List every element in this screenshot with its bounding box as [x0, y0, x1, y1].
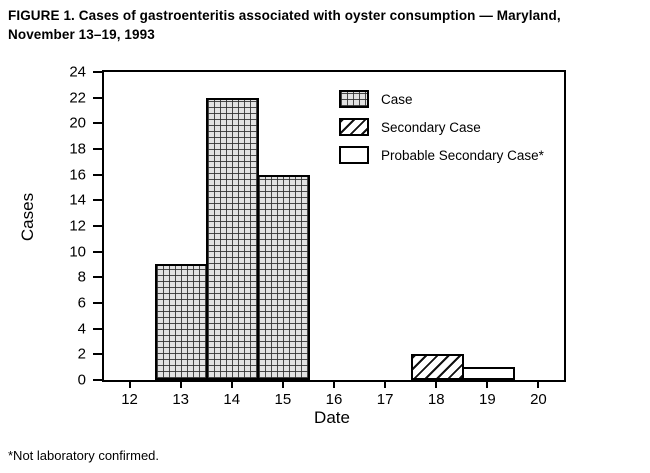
y-tick-label: 20 [69, 114, 86, 132]
x-tick-label: 17 [376, 391, 394, 408]
x-tick-label: 19 [478, 391, 496, 408]
x-tick-label: 12 [121, 391, 138, 408]
y-tick-label: 22 [69, 89, 86, 107]
x-tick-label: 15 [274, 391, 292, 408]
figure-title: FIGURE 1. Cases of gastroenteritis assoc… [8, 8, 561, 42]
y-tick-mark [93, 71, 104, 73]
legend-item: Case [339, 90, 544, 108]
x-tick-mark [281, 380, 284, 388]
y-axis-title: Cases [18, 192, 37, 242]
y-tick-mark [93, 276, 104, 279]
y-tick-label: 0 [77, 371, 86, 389]
x-tick-mark [128, 380, 131, 388]
crosshatch-swatch-icon [339, 90, 369, 108]
y-tick-label: 24 [69, 63, 86, 81]
x-tick-mark [384, 380, 387, 388]
bar-15 [257, 175, 311, 380]
y-tick-mark [93, 379, 104, 381]
x-tick-mark [179, 380, 182, 388]
y-tick-mark [93, 122, 104, 125]
y-tick-mark [93, 225, 104, 227]
x-axis-title: Date [314, 408, 350, 427]
y-tick-label: 14 [69, 191, 86, 209]
legend-label: Probable Secondary Case* [381, 147, 544, 163]
y-tick-label: 8 [77, 268, 86, 286]
y-tick-mark [93, 327, 104, 330]
y-tick-label: 18 [69, 140, 86, 158]
x-tick-label: 14 [223, 391, 241, 408]
y-tick-mark [93, 250, 104, 253]
bar-14 [206, 98, 260, 380]
y-tick-mark [93, 199, 104, 202]
footnote: *Not laboratory confirmed. [8, 448, 160, 463]
y-tick-mark [93, 96, 104, 99]
x-tick-mark [486, 380, 489, 388]
y-tick-label: 2 [77, 345, 86, 363]
y-tick-label: 10 [69, 243, 86, 261]
x-tick-mark [333, 380, 335, 388]
x-tick-mark [537, 380, 540, 388]
diagonal-swatch-icon [339, 118, 369, 136]
plain-swatch-icon [339, 146, 369, 164]
y-tick-mark [93, 353, 104, 356]
y-tick-label: 12 [69, 217, 86, 235]
x-tick-label: 13 [172, 391, 189, 408]
x-tick-mark [230, 380, 233, 388]
legend-label: Case [381, 91, 413, 107]
legend: Case Secondary Case Probable Secondary Cas… [339, 90, 544, 174]
bar-19 [461, 367, 515, 380]
legend-label: Secondary Case [381, 119, 481, 135]
x-tick-label: 16 [325, 391, 343, 408]
x-tick-mark [435, 380, 438, 388]
y-tick-mark [93, 148, 104, 150]
x-tick-label: 20 [530, 391, 547, 408]
bar-13 [155, 264, 209, 380]
legend-item: Probable Secondary Case* [339, 146, 544, 164]
y-tick-label: 6 [77, 294, 86, 312]
bar-18 [410, 354, 464, 380]
legend-item: Secondary Case [339, 118, 544, 136]
y-tick-mark [93, 173, 104, 176]
plot-area: Case Secondary Case Probable Secondary Cas… [69, 64, 566, 408]
y-tick-label: 4 [77, 320, 86, 338]
y-tick-label: 16 [69, 166, 86, 184]
x-tick-label: 18 [427, 391, 445, 408]
y-tick-mark [93, 302, 104, 304]
